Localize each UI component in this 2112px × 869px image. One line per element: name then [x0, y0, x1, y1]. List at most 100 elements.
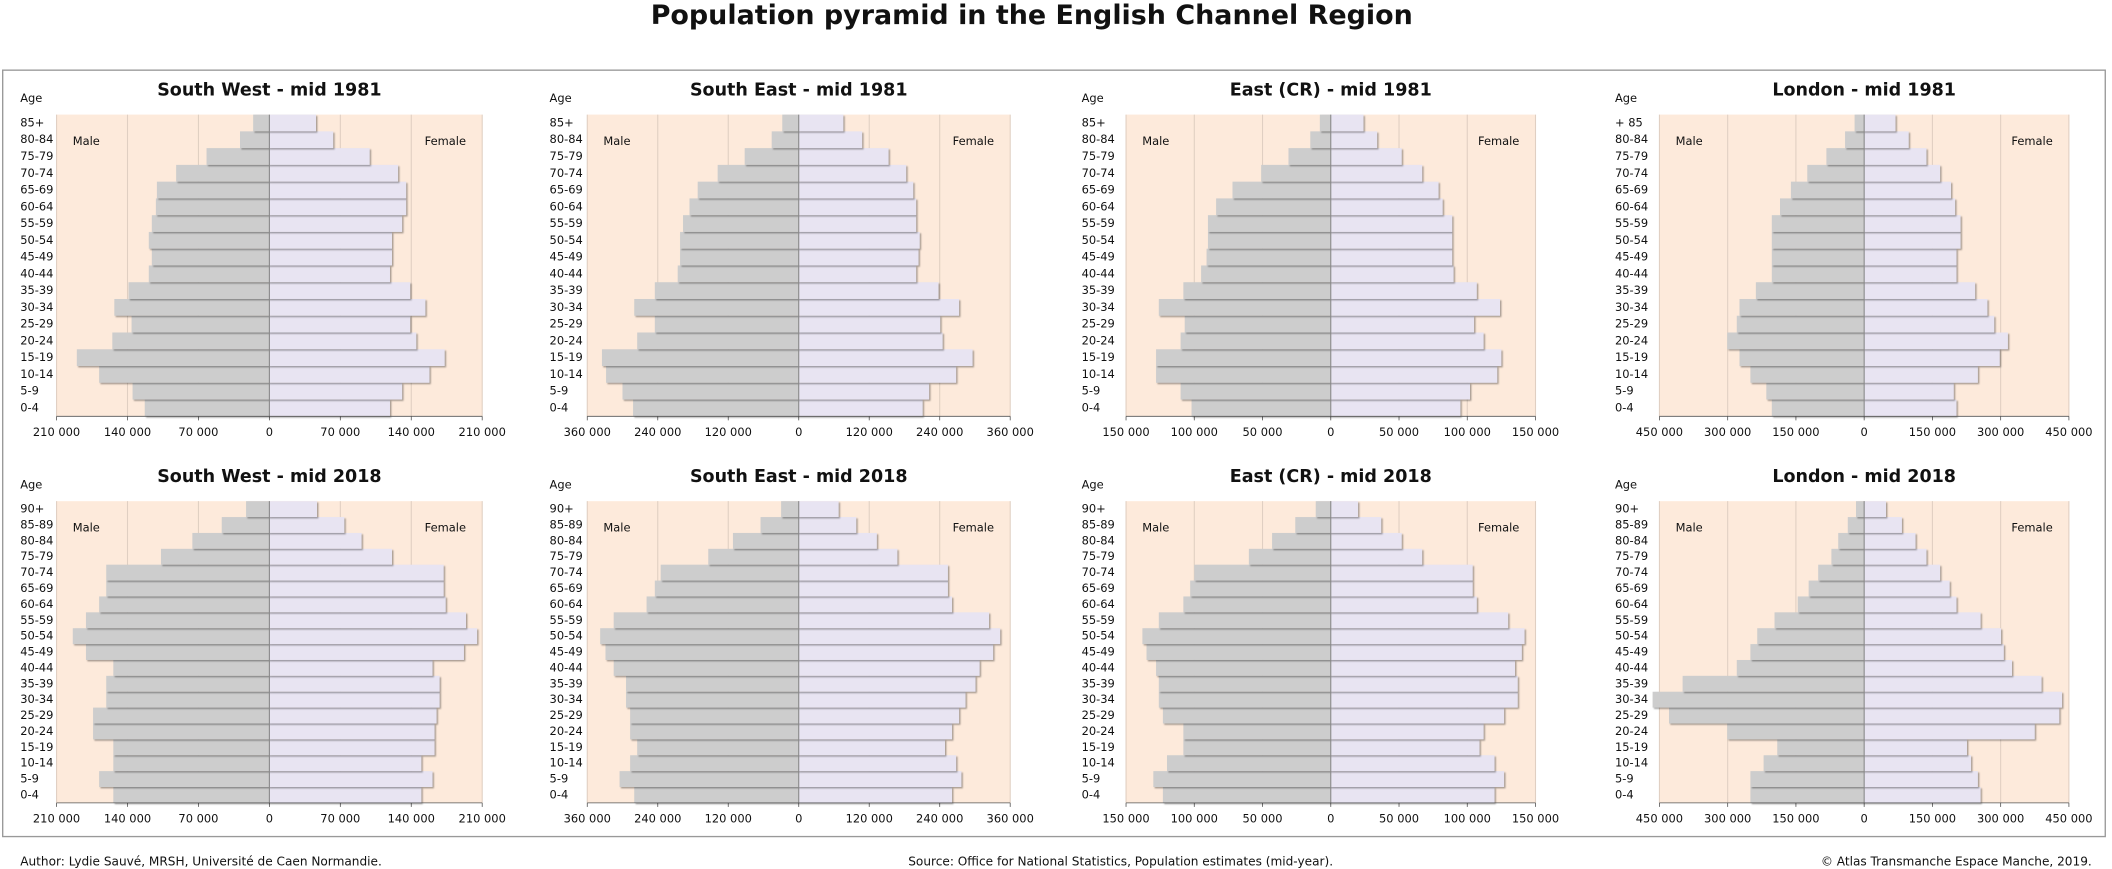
age-group-label: 60-64	[20, 199, 53, 213]
x-tick-label: 50 000	[1379, 812, 1419, 826]
age-group-label: 50-54	[1615, 629, 1648, 643]
age-group-label: 40-44	[1615, 266, 1648, 280]
female-bar	[798, 644, 994, 660]
female-bar	[269, 517, 345, 533]
female-bar	[798, 501, 839, 518]
male-bar	[128, 282, 270, 299]
age-group-label: 25-29	[550, 317, 583, 331]
male-bar	[1777, 739, 1865, 756]
x-tick-label: 240 000	[916, 425, 963, 439]
age-group-label: 60-64	[550, 597, 583, 611]
x-tick-label: 150 000	[1772, 812, 1819, 826]
female-bar	[269, 198, 407, 216]
female-bar	[1330, 315, 1475, 333]
x-tick-label: 210 000	[33, 425, 80, 439]
x-tick-label: 120 000	[846, 425, 893, 439]
age-label: Age	[550, 478, 572, 492]
age-group-label: 50-54	[20, 629, 53, 643]
male-bar	[206, 148, 270, 165]
age-group-label: 5-9	[550, 384, 569, 398]
male-bar	[1183, 739, 1331, 756]
female-legend: Female	[1478, 521, 1519, 535]
female-bar	[1864, 282, 1976, 299]
age-group-label: 35-39	[20, 283, 53, 297]
male-bar	[1319, 114, 1331, 132]
female-bar	[1864, 691, 2063, 708]
female-bar	[269, 349, 445, 367]
female-bar	[1864, 580, 1950, 597]
female-bar	[798, 114, 844, 132]
age-group-label: 65-69	[550, 581, 583, 595]
age-group-label: 75-79	[1082, 149, 1115, 163]
male-bar	[253, 114, 270, 132]
age-group-label: 40-44	[1082, 266, 1115, 280]
male-bar	[1790, 181, 1865, 199]
male-legend: Male	[1676, 521, 1703, 535]
age-group-label: 10-14	[20, 756, 53, 770]
female-bar	[269, 564, 444, 581]
female-bar	[1864, 215, 1961, 232]
age-group-label: 35-39	[1615, 676, 1648, 690]
female-bar	[269, 131, 334, 149]
age-group-label: 75-79	[550, 549, 583, 563]
male-bar	[1774, 612, 1865, 629]
age-group-label: 15-19	[1082, 350, 1115, 364]
male-bar	[131, 315, 270, 333]
male-bar	[605, 644, 799, 660]
male-bar	[601, 349, 799, 367]
male-bar	[1201, 265, 1331, 283]
female-bar	[269, 532, 362, 549]
male-bar	[1739, 349, 1865, 367]
female-bar	[798, 739, 946, 756]
female-bar	[798, 675, 976, 692]
female-bar	[1330, 231, 1453, 249]
female-bar	[798, 517, 857, 533]
age-group-label: 60-64	[1615, 597, 1648, 611]
x-tick-label: 300 000	[1704, 812, 1751, 826]
male-bar	[781, 501, 799, 518]
male-bar	[613, 659, 799, 676]
female-bar	[1330, 248, 1453, 266]
age-group-label: 0-4	[550, 400, 569, 414]
age-group-label: 0-4	[20, 400, 39, 414]
x-tick-label: 300 000	[1977, 425, 2024, 439]
panel-title: East (CR) - mid 2018	[1230, 467, 1432, 487]
age-group-label: 20-24	[1082, 333, 1115, 347]
age-group-label: 55-59	[1615, 216, 1648, 230]
male-bar	[689, 198, 799, 216]
age-group-label: 30-34	[20, 692, 53, 706]
age-group-label: 45-49	[1082, 250, 1115, 264]
female-bar	[269, 114, 317, 132]
age-group-label: 65-69	[1082, 183, 1115, 197]
female-bar	[798, 787, 953, 803]
x-tick-label: 450 000	[1636, 812, 1683, 826]
x-tick-label: 360 000	[564, 812, 611, 826]
male-bar	[1180, 332, 1331, 350]
age-group-label: 85-89	[1082, 517, 1115, 531]
age-group-label: 80-84	[1082, 132, 1115, 146]
age-group-label: 70-74	[1082, 565, 1115, 579]
x-tick-label: 50 000	[1243, 425, 1283, 439]
panel-title: East (CR) - mid 1981	[1230, 80, 1432, 100]
male-bar	[1190, 580, 1331, 597]
male-legend: Male	[1142, 134, 1169, 148]
x-tick-label: 70 000	[178, 812, 218, 826]
age-group-label: 85-89	[550, 517, 583, 531]
male-bar	[1755, 282, 1865, 299]
male-bar	[1206, 248, 1331, 266]
age-group-label: 0-4	[1615, 400, 1634, 414]
age-group-label: 70-74	[1615, 565, 1648, 579]
x-tick-label: 150 000	[1102, 812, 1149, 826]
male-bar	[1766, 382, 1865, 400]
male-bar	[1310, 131, 1331, 149]
male-bar	[1158, 298, 1331, 316]
age-group-label: 35-39	[1082, 283, 1115, 297]
male-bar	[160, 548, 270, 565]
female-bar	[1864, 644, 2004, 660]
x-tick-label: 150 000	[1512, 425, 1559, 439]
male-bar	[646, 596, 799, 613]
age-group-label: 35-39	[1082, 676, 1115, 690]
x-tick-label: 210 000	[33, 812, 80, 826]
male-legend: Male	[603, 134, 630, 148]
